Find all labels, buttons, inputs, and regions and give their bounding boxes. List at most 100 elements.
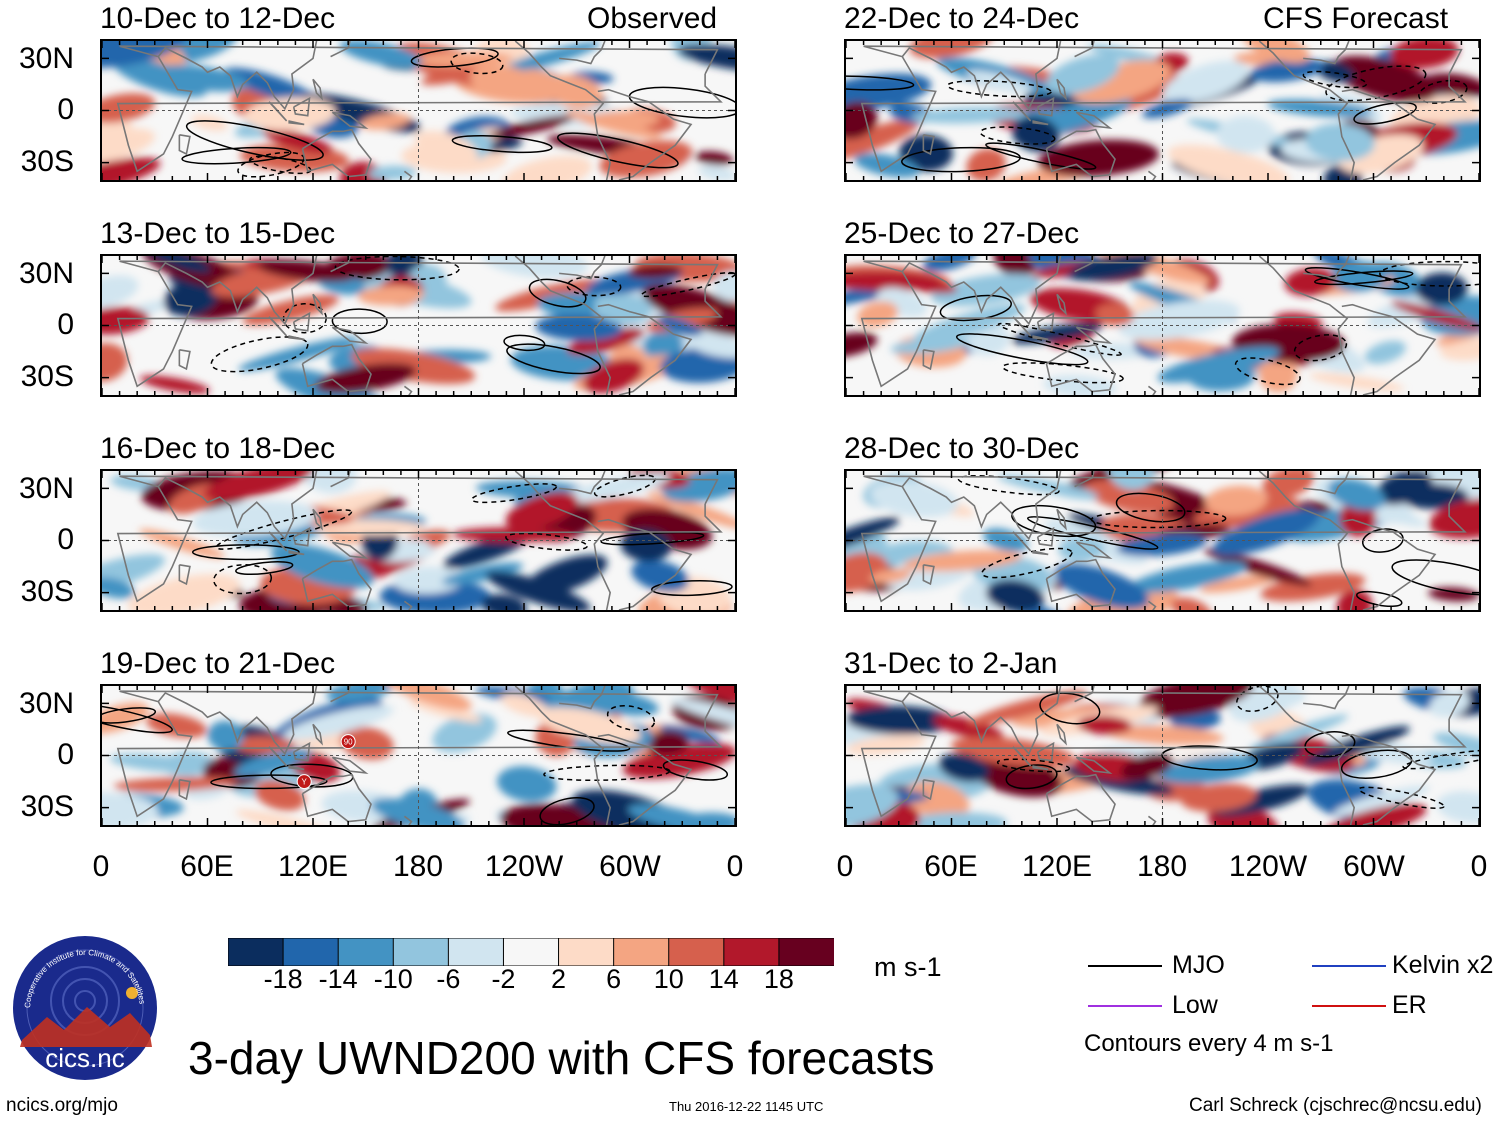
anomaly-blob xyxy=(686,335,735,359)
anomaly-blob xyxy=(413,52,514,67)
anomaly-blob xyxy=(846,517,900,558)
anomaly-field xyxy=(846,256,1479,395)
anomaly-blob xyxy=(1071,60,1171,104)
coastline xyxy=(1012,101,1032,122)
footer-author: Carl Schreck (cjschrec@ncsu.edu) xyxy=(1189,1095,1482,1116)
anomaly-blob xyxy=(583,358,644,394)
anomaly-blob xyxy=(489,115,574,138)
mjo-contour xyxy=(939,294,1012,322)
mjo-contour xyxy=(566,276,622,297)
anomaly-blob xyxy=(191,115,228,131)
coastline xyxy=(1036,741,1055,762)
anomaly-blob xyxy=(443,533,530,569)
coastline xyxy=(1075,756,1113,774)
colorbar-swatch xyxy=(723,938,780,966)
anomaly-blob xyxy=(565,110,663,140)
map-panel-2 xyxy=(100,469,737,612)
anomaly-blob xyxy=(1046,54,1120,95)
mjo-contour xyxy=(957,475,1060,496)
anomaly-blob xyxy=(326,686,393,703)
colorbar-tick-label: -2 xyxy=(491,964,516,994)
contour-note: Contours every 4 m s-1 xyxy=(1084,1030,1334,1057)
coastline xyxy=(1012,746,1032,767)
coastline xyxy=(312,508,323,531)
panel-source-label: CFS Forecast xyxy=(1263,2,1449,35)
x-tick-label: 120E xyxy=(1021,850,1093,883)
anomaly-blob xyxy=(441,562,524,586)
panel-title: 16-Dec to 18-Dec xyxy=(100,432,336,465)
mjo-contour xyxy=(662,759,729,781)
anomaly-blob xyxy=(846,101,878,140)
anomaly-blob xyxy=(102,577,135,599)
anomaly-blob xyxy=(339,41,423,68)
anomaly-blob xyxy=(524,554,608,596)
anomaly-blob xyxy=(1107,471,1154,491)
coastline xyxy=(514,686,611,825)
mjo-contour xyxy=(1115,492,1186,523)
anomaly-blob xyxy=(1212,784,1309,817)
x-tick-label: 120W xyxy=(1228,850,1308,883)
anomaly-blob xyxy=(620,529,672,562)
panel-title: 13-Dec to 15-Dec xyxy=(100,217,336,250)
coastline xyxy=(116,690,723,818)
coastline xyxy=(288,120,305,126)
mjo-contour xyxy=(191,544,300,561)
anomaly-blob xyxy=(234,748,312,777)
mjo-contour xyxy=(451,134,553,154)
coastline xyxy=(1074,471,1095,488)
anomaly-blob xyxy=(102,275,139,308)
coastline xyxy=(1045,128,1116,178)
anomaly-blob xyxy=(1250,58,1324,83)
coastline xyxy=(1056,293,1067,316)
anomaly-blob xyxy=(128,574,241,610)
coastline xyxy=(922,564,935,586)
anomaly-blob xyxy=(481,594,527,610)
coastline xyxy=(1056,723,1067,746)
colorbar-swatch xyxy=(502,938,560,966)
coastline xyxy=(330,256,351,273)
anomaly-blob xyxy=(567,327,645,355)
anomaly-blob xyxy=(846,119,920,163)
coastline xyxy=(157,256,318,326)
anomaly-blob xyxy=(501,693,549,717)
storm-marker-label: 90 xyxy=(344,738,353,747)
anomaly-blob xyxy=(207,720,244,751)
map-panel-3: 90 Y xyxy=(100,684,737,827)
coastline xyxy=(312,293,323,316)
anomaly-blob xyxy=(1067,256,1158,281)
colorbar-swatch xyxy=(558,938,615,966)
anomaly-blob xyxy=(983,528,1028,552)
colorbar-tick-label: -14 xyxy=(318,964,358,994)
coastline xyxy=(514,256,611,395)
coastline xyxy=(312,723,323,746)
coastline xyxy=(1303,41,1350,65)
coastline xyxy=(1258,41,1355,180)
anomaly-blob xyxy=(910,106,1028,124)
anomaly-blob xyxy=(846,73,932,111)
anomaly-blob xyxy=(1364,340,1406,364)
coastline xyxy=(559,41,606,65)
anomaly-blob xyxy=(922,256,977,272)
anomaly-blob xyxy=(1128,561,1247,593)
anomaly-blob xyxy=(900,812,1008,825)
coastline xyxy=(1341,88,1437,180)
coastline xyxy=(1303,686,1350,710)
anomaly-blob xyxy=(505,491,578,531)
coastline xyxy=(597,733,693,825)
coastline xyxy=(292,96,311,117)
mjo-contour xyxy=(996,758,1071,773)
coastline xyxy=(1074,256,1095,273)
anomaly-blob xyxy=(695,151,734,166)
coastline xyxy=(860,45,1467,173)
anomaly-blob xyxy=(1077,715,1132,735)
anomaly-blob xyxy=(367,165,417,180)
colorbar-swatch xyxy=(392,938,450,966)
footer-url: ncics.org/mjo xyxy=(6,1095,118,1116)
y-tick-label: 0 xyxy=(57,93,74,126)
y-tick-label: 30N xyxy=(18,687,74,720)
coastline xyxy=(331,111,369,129)
coastline xyxy=(901,471,1062,541)
anomaly-blob xyxy=(1429,689,1470,718)
anomaly-blob xyxy=(357,285,425,306)
anomaly-blob xyxy=(203,471,315,501)
